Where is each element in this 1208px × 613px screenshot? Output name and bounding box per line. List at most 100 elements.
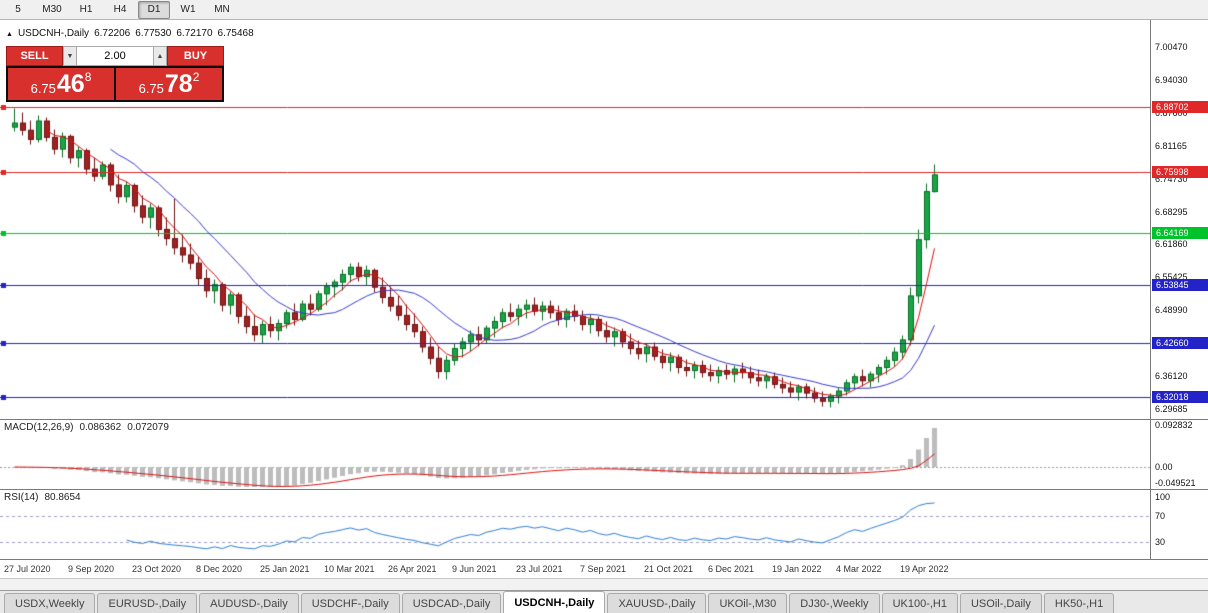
rsi-value: 80.8654 (44, 492, 81, 503)
rsi-tick: 100 (1155, 491, 1171, 502)
price-tick: 6.55425 (1155, 272, 1188, 283)
timeframe-button-mn[interactable]: MN (214, 4, 230, 15)
macd-tick: 0.00 (1155, 462, 1173, 472)
chart-tab-eurusd-daily[interactable]: EURUSD-,Daily (97, 593, 198, 613)
buy-price-prefix: 6.75 (138, 81, 164, 96)
buy-price-box[interactable]: 6.75 78 2 (116, 68, 222, 100)
price-tick: 6.36120 (1155, 371, 1188, 382)
date-label: 6 Dec 2021 (708, 564, 755, 574)
timeframe-button-d1[interactable]: D1 (138, 0, 170, 19)
price-line-badge: 6.75998 (1152, 166, 1208, 179)
sell-price-sup: 8 (84, 70, 92, 84)
timeframe-button-w1[interactable]: W1 (180, 4, 196, 15)
trade-controls-row: SELL ▼ ▲ BUY (6, 46, 224, 66)
date-label: 23 Oct 2020 (132, 564, 182, 574)
price-tick: 6.74730 (1155, 173, 1188, 184)
chart-tab-usdchf-daily[interactable]: USDCHF-,Daily (300, 593, 400, 613)
date-label: 9 Sep 2020 (68, 564, 115, 574)
date-label: 26 Apr 2021 (388, 564, 437, 574)
chart-ohlc-header: ▲ USDCNH-,Daily 6.72206 6.77530 6.72170 6.754… (6, 28, 259, 39)
chart-tab-ukoil-m30[interactable]: UKOil-,M30 (708, 593, 788, 613)
buy-price-big: 78 (164, 70, 193, 98)
date-label: 7 Sep 2021 (580, 564, 627, 574)
timeframe-button-m30[interactable]: M30 (42, 4, 62, 15)
macd-tick: 0.092832 (1155, 420, 1193, 431)
buy-price-sup: 2 (192, 70, 200, 84)
price-tick: 7.00470 (1155, 42, 1188, 52)
chart-tab-uk100-h1[interactable]: UK100-,H1 (881, 593, 958, 613)
sell-price-prefix: 6.75 (30, 81, 56, 96)
rsi-axis[interactable]: 100 70 30 (1150, 490, 1208, 559)
price-tick: 6.61860 (1155, 239, 1188, 250)
rsi-label: RSI(14) 80.8654 (4, 492, 87, 503)
chart-tab-hk50-h1[interactable]: HK50-,H1 (1043, 593, 1115, 613)
ohlc-low: 6.72170 (176, 28, 213, 39)
price-chart-panel: ▲ USDCNH-,Daily 6.72206 6.77530 6.72170 6.754… (0, 20, 1208, 419)
price-axis[interactable]: 7.004706.940306.876006.811656.747306.682… (1150, 20, 1208, 419)
price-tick: 6.81165 (1155, 140, 1187, 151)
chart-tab-bar: USDX,Weekly EURUSD-,Daily AUDUSD-,Daily USD… (0, 590, 1208, 613)
chart-tab-dj30-weekly[interactable]: DJ30-,Weekly (789, 593, 880, 613)
macd-name: MACD(12,26,9) (4, 422, 74, 433)
macd-indicator-panel: MACD(12,26,9) 0.086362 0.072079 0.092832 0.… (0, 419, 1208, 489)
price-tick: 6.68295 (1155, 206, 1188, 217)
chart-tab-usdcnh-daily[interactable]: USDCNH-,Daily (503, 591, 606, 613)
sell-price-box[interactable]: 6.75 46 8 (8, 68, 114, 100)
collapse-chart-icon[interactable]: ▲ (6, 31, 13, 38)
horizontal-scrollbar[interactable] (0, 578, 1208, 590)
price-line-badge: 6.42660 (1152, 336, 1208, 349)
date-label: 27 Jul 2020 (4, 564, 51, 574)
macd-tick: -0.049521 (1155, 478, 1196, 488)
date-label: 19 Jan 2022 (772, 564, 822, 574)
chart-tab-xauusd-daily[interactable]: XAUUSD-,Daily (607, 593, 707, 613)
rsi-indicator-panel: RSI(14) 80.8654 100 70 30 (0, 489, 1208, 559)
buy-button[interactable]: BUY (167, 46, 224, 66)
macd-main-value: 0.086362 (79, 422, 122, 433)
one-click-trading-panel: SELL ▼ ▲ BUY 6.75 46 8 6.75 78 2 (6, 46, 224, 102)
chart-symbol-label: USDCNH-,Daily (17, 28, 90, 39)
price-line-badge: 6.88702 (1152, 101, 1208, 114)
ohlc-open: 6.72206 (94, 28, 131, 39)
chart-tab-audusd-daily[interactable]: AUDUSD-,Daily (199, 593, 299, 613)
date-label: 19 Apr 2022 (900, 564, 949, 574)
date-label: 25 Jan 2021 (260, 564, 310, 574)
macd-signal-value: 0.072079 (127, 422, 169, 433)
time-axis[interactable]: 27 Jul 2020 9 Sep 2020 23 Oct 2020 8 Dec 20… (0, 559, 1208, 578)
chart-tab-usdcad-daily[interactable]: USDCAD-,Daily (401, 593, 502, 613)
chart-tab-usdx-weekly[interactable]: USDX,Weekly (4, 593, 96, 613)
date-label: 10 Mar 2021 (324, 564, 375, 574)
lot-increase-icon[interactable]: ▲ (153, 46, 167, 66)
lot-decrease-icon[interactable]: ▼ (63, 46, 77, 66)
rsi-tick: 70 (1155, 511, 1166, 521)
chart-tab-usoil-daily[interactable]: USOil-,Daily (959, 593, 1042, 613)
rsi-canvas[interactable] (0, 490, 1150, 559)
timeframe-button-h1[interactable]: H1 (79, 4, 93, 15)
rsi-tick: 30 (1155, 537, 1166, 547)
bid-ask-row: 6.75 46 8 6.75 78 2 (6, 66, 224, 102)
date-label: 23 Jul 2021 (516, 564, 563, 574)
macd-axis[interactable]: 0.092832 0.00 -0.049521 (1150, 420, 1208, 489)
price-line-badge: 6.53845 (1152, 279, 1208, 292)
date-label: 21 Oct 2021 (644, 564, 694, 574)
sell-button[interactable]: SELL (6, 46, 63, 66)
ohlc-high: 6.77530 (135, 28, 172, 39)
price-line-badge: 6.32018 (1152, 391, 1208, 404)
price-tick: 6.29685 (1155, 404, 1188, 414)
macd-canvas[interactable] (0, 420, 1150, 489)
date-label: 4 Mar 2022 (836, 564, 882, 574)
rsi-name: RSI(14) (4, 492, 39, 503)
price-tick: 6.94030 (1155, 74, 1188, 85)
ohlc-close: 6.75468 (217, 28, 254, 39)
macd-label: MACD(12,26,9) 0.086362 0.072079 (4, 422, 175, 433)
timeframe-button-5[interactable]: 5 (15, 4, 21, 15)
lot-size-input[interactable] (77, 46, 153, 66)
timeframe-button-h4[interactable]: H4 (113, 4, 127, 15)
timeframe-toolbar: 5 M30 H1 H4 D1 W1 MN (0, 0, 1208, 20)
date-label: 8 Dec 2020 (196, 564, 243, 574)
date-label: 9 Jun 2021 (452, 564, 497, 574)
sell-price-big: 46 (56, 70, 85, 98)
chart-workspace: ▲ USDCNH-,Daily 6.72206 6.77530 6.72170 6.754… (0, 20, 1208, 590)
price-tick: 6.48990 (1155, 305, 1188, 316)
price-line-badge: 6.64169 (1152, 226, 1208, 239)
